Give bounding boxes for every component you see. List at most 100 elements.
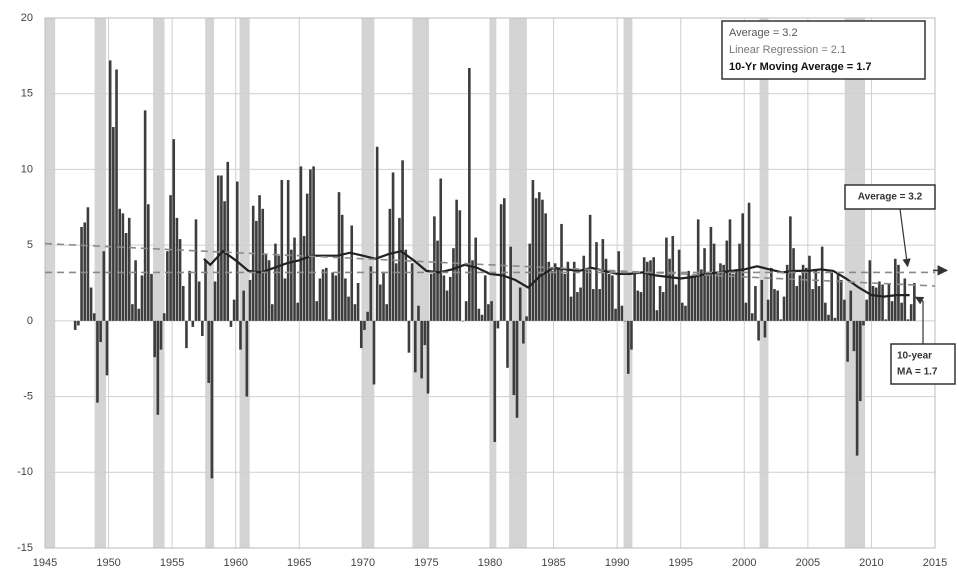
bar (153, 320, 156, 358)
bar (420, 320, 423, 379)
bar (893, 258, 897, 321)
bar (124, 233, 128, 321)
bar (649, 260, 652, 321)
bar (267, 260, 271, 321)
bar (102, 251, 106, 321)
bar (455, 199, 458, 321)
bar (223, 201, 226, 321)
bar (261, 208, 265, 321)
annotation: Average = 3.2 (858, 192, 923, 203)
bar (73, 320, 77, 330)
bar (884, 319, 888, 321)
bar (410, 263, 414, 321)
x-tick-label: 1955 (160, 557, 184, 569)
recession-band (759, 18, 769, 548)
bar (760, 279, 764, 321)
bar (862, 320, 865, 326)
bar (426, 320, 430, 394)
bar (439, 178, 443, 321)
bar (506, 320, 509, 368)
bar (741, 213, 744, 321)
bar (827, 314, 830, 321)
annotation: 10-year (897, 351, 932, 362)
recession-band (623, 18, 633, 548)
bar (900, 302, 903, 321)
bar (325, 267, 328, 321)
bar (112, 127, 115, 321)
bar (398, 217, 401, 321)
bar (712, 243, 716, 321)
bar (229, 320, 233, 327)
bar (77, 320, 80, 326)
bar (684, 305, 687, 321)
bar (80, 226, 83, 321)
x-tick-label: 1970 (351, 557, 375, 569)
bar (175, 217, 179, 321)
bar (830, 272, 833, 321)
bar (309, 169, 312, 321)
x-tick-label: 1950 (96, 557, 120, 569)
bar (131, 304, 134, 321)
bar (471, 260, 474, 321)
bar (150, 273, 153, 321)
bar (808, 255, 811, 321)
legend-entry: 10-Yr Moving Average = 1.7 (729, 61, 872, 73)
bar (366, 311, 369, 321)
bar (909, 304, 913, 321)
bar (773, 289, 776, 321)
annotation-arrow (899, 208, 911, 268)
bar (156, 320, 160, 415)
bar (750, 313, 754, 321)
bar (280, 180, 284, 321)
bar (798, 275, 802, 321)
bar (334, 275, 338, 321)
bar (515, 320, 519, 418)
bar (283, 278, 287, 321)
bar (534, 198, 538, 321)
bar (134, 260, 137, 321)
bar (162, 313, 166, 321)
bar (585, 267, 589, 321)
bar (414, 320, 417, 373)
bar (89, 287, 93, 321)
bar (388, 208, 392, 321)
bar (483, 275, 487, 321)
bar (601, 239, 605, 321)
bar (890, 301, 894, 321)
bar (849, 290, 853, 321)
bar (353, 304, 357, 321)
bar (105, 320, 109, 376)
bar (181, 286, 185, 321)
dashed-line (44, 242, 936, 287)
bar (541, 199, 544, 321)
bar (820, 246, 824, 321)
bar (855, 320, 859, 456)
bar (315, 301, 319, 321)
bar (464, 301, 468, 321)
annotation-box (844, 184, 936, 210)
bar (86, 207, 90, 321)
bar (604, 258, 608, 321)
bar (270, 304, 274, 321)
bar (509, 246, 512, 321)
x-tick-label: 1990 (605, 557, 629, 569)
bar (725, 240, 729, 321)
bar (477, 308, 481, 321)
bar (636, 290, 640, 321)
bar (677, 249, 681, 321)
bar (391, 172, 395, 321)
y-tick-label: 20 (21, 12, 33, 24)
bar (843, 299, 846, 321)
bar (293, 237, 296, 321)
bar (595, 242, 598, 321)
bar (639, 292, 643, 321)
bar (401, 160, 404, 321)
bar (553, 263, 557, 321)
bar (795, 286, 799, 321)
y-tick-label: -5 (23, 390, 33, 402)
bar (496, 320, 500, 329)
bar (579, 287, 582, 321)
bar (881, 284, 884, 321)
bar (512, 320, 516, 396)
recession-band (412, 18, 429, 548)
